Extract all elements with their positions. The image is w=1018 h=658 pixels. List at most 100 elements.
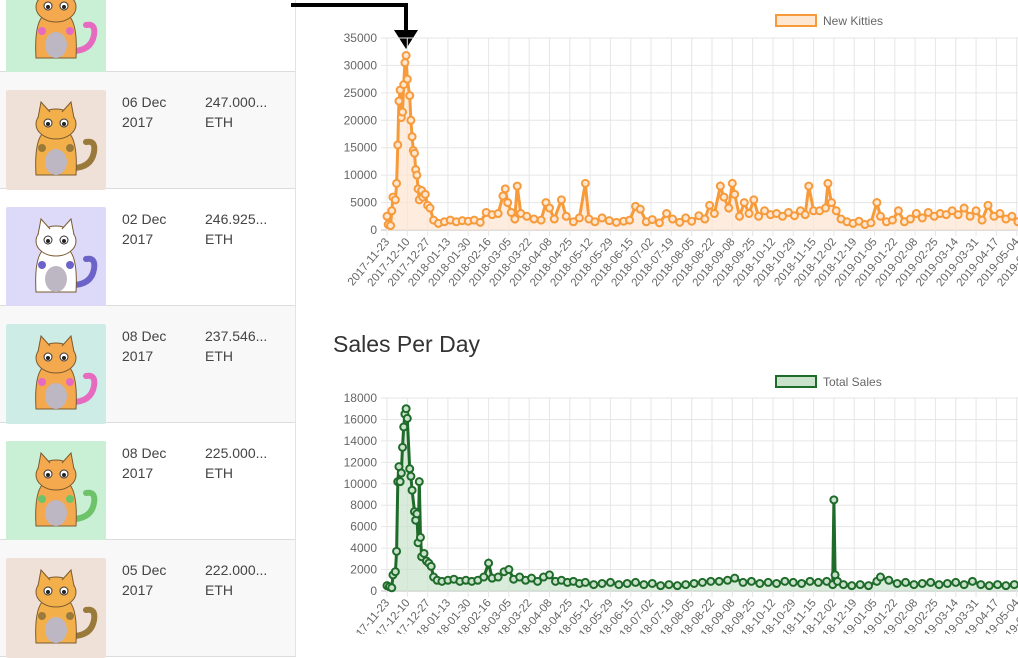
data-point bbox=[700, 214, 710, 224]
y-tick-label: 8000 bbox=[350, 498, 377, 512]
data-point bbox=[727, 178, 737, 188]
data-point bbox=[926, 577, 936, 587]
data-point bbox=[402, 413, 412, 423]
data-point bbox=[545, 570, 554, 580]
series-line bbox=[385, 55, 1018, 228]
data-point bbox=[760, 206, 770, 216]
data-point bbox=[838, 580, 848, 590]
data-point bbox=[739, 198, 749, 208]
data-point bbox=[965, 211, 975, 221]
data-point bbox=[412, 509, 422, 519]
data-point bbox=[500, 184, 510, 194]
data-point bbox=[390, 567, 400, 577]
data-point bbox=[549, 214, 559, 224]
kitty-image[interactable] bbox=[6, 0, 106, 73]
data-point bbox=[387, 583, 397, 593]
y-tick-label: 20000 bbox=[344, 113, 378, 127]
legend-label[interactable]: Total Sales bbox=[823, 375, 882, 389]
data-point bbox=[734, 211, 744, 221]
data-point bbox=[590, 217, 600, 227]
data-point bbox=[672, 581, 682, 591]
data-point bbox=[536, 215, 546, 225]
data-point bbox=[715, 181, 725, 191]
data-point bbox=[984, 581, 994, 591]
data-point bbox=[797, 578, 807, 588]
data-point bbox=[556, 195, 566, 205]
sale-date: 05 Dec 2017 bbox=[122, 562, 167, 598]
data-point bbox=[506, 207, 516, 217]
sale-price: 237.546... ETH bbox=[205, 328, 268, 364]
data-point bbox=[723, 575, 733, 585]
data-point bbox=[574, 213, 584, 223]
y-tick-label: 4000 bbox=[350, 541, 377, 555]
data-point bbox=[386, 221, 396, 231]
data-point bbox=[597, 213, 607, 223]
sale-list-item[interactable]: 08 Dec 2017 237.546... ETH bbox=[0, 306, 295, 424]
data-point bbox=[855, 580, 865, 590]
data-point bbox=[959, 203, 969, 213]
data-point bbox=[872, 198, 882, 208]
data-point bbox=[493, 209, 503, 219]
data-point bbox=[951, 577, 961, 587]
data-point bbox=[971, 206, 981, 216]
data-point bbox=[788, 577, 798, 587]
data-point bbox=[893, 206, 903, 216]
data-point bbox=[409, 148, 419, 158]
sale-list-item[interactable]: 05 Dec 2017 222.000... ETH bbox=[0, 540, 295, 658]
data-point bbox=[664, 580, 674, 590]
data-point bbox=[983, 200, 993, 210]
data-point bbox=[647, 215, 657, 225]
data-point bbox=[772, 578, 782, 588]
kitty-image[interactable] bbox=[6, 324, 106, 424]
data-point bbox=[504, 565, 514, 575]
data-point bbox=[405, 464, 415, 474]
data-point bbox=[831, 206, 841, 216]
data-point bbox=[401, 404, 411, 414]
data-point bbox=[400, 58, 410, 68]
series-area bbox=[387, 408, 1018, 591]
data-point bbox=[709, 209, 719, 219]
data-point bbox=[805, 576, 815, 586]
data-point bbox=[412, 170, 422, 180]
data-point bbox=[901, 577, 911, 587]
data-point bbox=[829, 495, 839, 505]
data-point bbox=[804, 181, 814, 191]
sale-list-item[interactable]: 06 Dec 2017 247.000... ETH bbox=[0, 72, 295, 190]
data-point bbox=[697, 577, 707, 587]
data-point bbox=[763, 577, 773, 587]
series-line bbox=[386, 408, 1018, 591]
sale-price: 225.000... ETH bbox=[205, 445, 268, 481]
kitty-image[interactable] bbox=[6, 207, 106, 307]
legend-label[interactable]: New Kitties bbox=[823, 14, 883, 28]
series-area bbox=[387, 55, 1018, 230]
kitty-image[interactable] bbox=[6, 558, 106, 658]
sale-list-item[interactable]: 08 Dec 2017 225.000... ETH bbox=[0, 423, 295, 541]
kitty-image[interactable] bbox=[6, 441, 106, 541]
data-point bbox=[977, 215, 987, 225]
y-tick-label: 0 bbox=[370, 584, 377, 598]
sale-list-item[interactable]: 2017 ETH bbox=[0, 0, 295, 73]
data-point bbox=[976, 580, 986, 590]
data-point bbox=[498, 191, 508, 201]
y-tick-label: 16000 bbox=[344, 412, 378, 426]
legend-swatch[interactable] bbox=[775, 375, 817, 388]
sales-per-day-title: Sales Per Day bbox=[333, 331, 481, 357]
data-point bbox=[407, 132, 417, 142]
data-point bbox=[706, 576, 716, 586]
data-point bbox=[402, 74, 412, 84]
data-point bbox=[635, 204, 645, 214]
data-point bbox=[923, 207, 933, 217]
y-tick-label: 0 bbox=[370, 223, 377, 237]
y-tick-label: 25000 bbox=[344, 86, 378, 100]
data-point bbox=[605, 577, 615, 587]
data-point bbox=[668, 214, 678, 224]
kitty-image[interactable] bbox=[6, 90, 106, 190]
data-point bbox=[533, 576, 543, 586]
data-point bbox=[995, 209, 1005, 219]
sale-list-item[interactable]: 02 Dec 2017 246.925... ETH bbox=[0, 189, 295, 307]
data-point bbox=[780, 576, 790, 586]
sale-date: 06 Dec 2017 bbox=[122, 94, 167, 130]
data-point bbox=[847, 581, 857, 591]
data-point bbox=[503, 198, 513, 208]
legend-swatch[interactable] bbox=[775, 14, 817, 27]
